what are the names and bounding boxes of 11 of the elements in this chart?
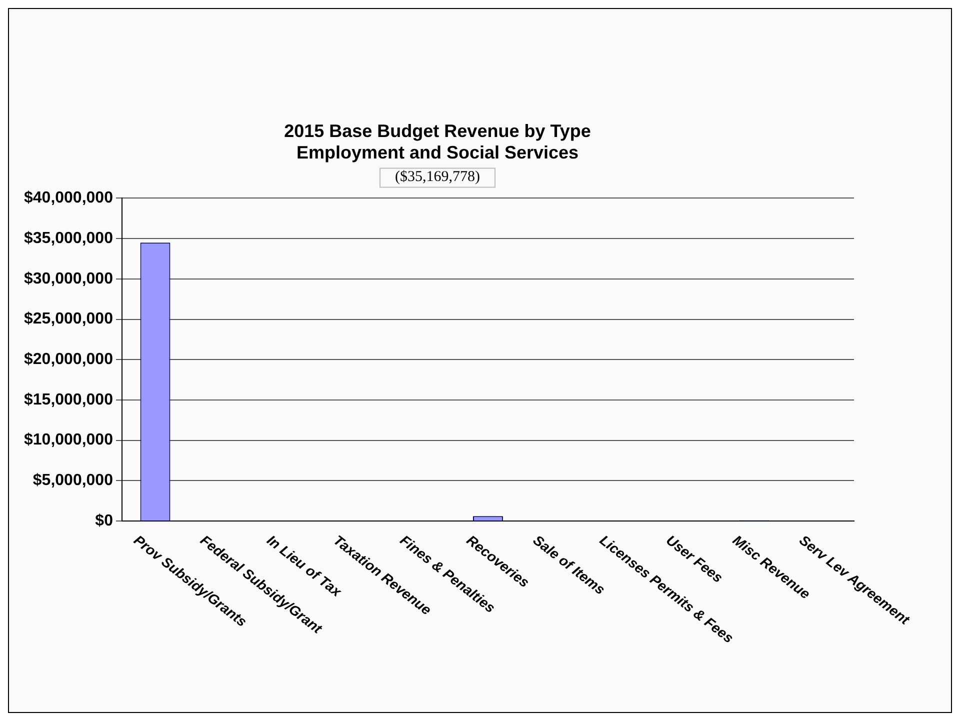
- chart-subtitle: ($35,169,778): [395, 169, 480, 186]
- chart-title: 2015 Base Budget Revenue by Type Employment and Social Services: [284, 120, 591, 162]
- y-tick-label: $30,000,000: [24, 270, 114, 288]
- y-tick-label: $15,000,000: [24, 391, 114, 408]
- y-tick-label: $5,000,000: [32, 472, 114, 490]
- y-tick-label: $10,000,000: [24, 432, 114, 449]
- y-tick-label: $35,000,000: [24, 230, 114, 247]
- y-tick-label: $20,000,000: [24, 351, 114, 368]
- y-tick-label: $40,000,000: [24, 190, 114, 207]
- y-tick-label: $25,000,000: [24, 310, 114, 328]
- y-tick-label: $0: [95, 512, 114, 530]
